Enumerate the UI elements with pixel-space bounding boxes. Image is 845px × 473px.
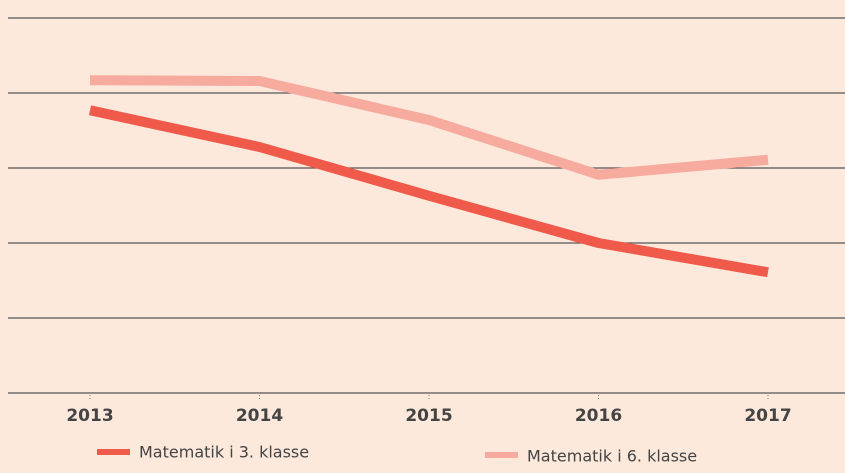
- x-tick-label: 2017: [744, 406, 791, 426]
- legend-swatch: [97, 449, 130, 455]
- legend-swatch: [485, 452, 518, 458]
- x-tick-label: 2014: [236, 406, 283, 426]
- series-line: [89, 75, 769, 180]
- x-tick-label: 2013: [66, 406, 113, 426]
- legend-label: Matematik i 3. klasse: [139, 443, 309, 462]
- legend-label: Matematik i 6. klasse: [527, 447, 697, 466]
- x-tick-label: 2015: [405, 406, 452, 426]
- series-line: [88, 105, 769, 278]
- x-tick-label: 2016: [575, 406, 622, 426]
